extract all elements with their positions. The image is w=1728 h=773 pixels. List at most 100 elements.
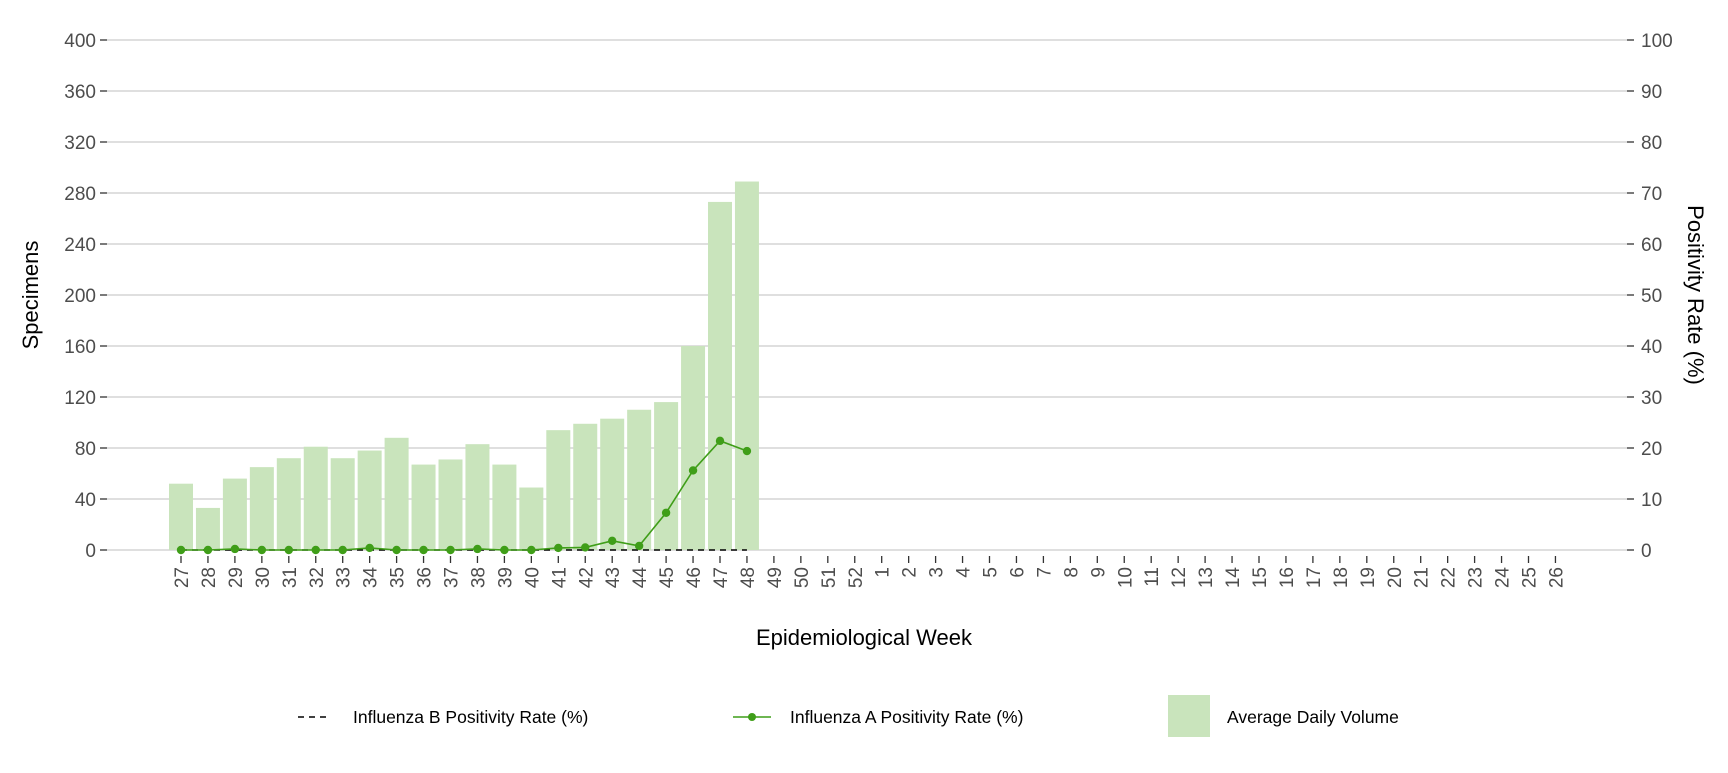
bar xyxy=(492,464,517,550)
lines xyxy=(176,436,752,555)
x-tick-label: 39 xyxy=(495,567,516,588)
x-tick-label: 8 xyxy=(1061,567,1082,578)
x-tick-label: 28 xyxy=(199,567,220,588)
y-tick-label: 320 xyxy=(64,133,96,154)
bar xyxy=(600,418,625,550)
y-tick-label: 240 xyxy=(64,235,96,256)
y-tick-label: 80 xyxy=(75,439,96,460)
influenza-a-point xyxy=(608,536,617,546)
influenza-a-point xyxy=(634,541,644,551)
bar xyxy=(249,467,274,550)
x-tick-label: 22 xyxy=(1439,567,1460,588)
x-tick-label: 38 xyxy=(468,567,489,588)
x-tick-label: 4 xyxy=(954,567,975,578)
legend-key-influenza-a-marker xyxy=(748,713,756,721)
y-right-tick-label: 50 xyxy=(1641,286,1662,307)
bar xyxy=(465,444,490,550)
influenza-a-point xyxy=(446,545,455,555)
bar xyxy=(708,201,732,551)
bar xyxy=(411,464,436,550)
legend-label-volume: Average Daily Volume xyxy=(1227,707,1399,727)
y-right-tick-label: 60 xyxy=(1641,235,1662,256)
x-tick-label: 6 xyxy=(1007,567,1028,578)
x-tick-label: 41 xyxy=(549,567,570,588)
influenza-a-point xyxy=(581,543,590,552)
y-right-tick-label: 20 xyxy=(1641,439,1662,460)
x-tick-label: 11 xyxy=(1142,567,1163,587)
y-axis-title: Specimens xyxy=(18,241,43,350)
legend-label-influenza-a: Influenza A Positivity Rate (%) xyxy=(790,707,1023,727)
bar xyxy=(357,450,382,550)
legend-label-influenza-b: Influenza B Positivity Rate (%) xyxy=(353,707,588,727)
y-right-tick-label: 30 xyxy=(1641,388,1662,409)
x-tick-label: 21 xyxy=(1412,567,1433,588)
influenza-a-point xyxy=(257,545,267,555)
x-tick-label: 2 xyxy=(900,567,921,578)
x-axis-title: Epidemiological Week xyxy=(756,625,973,650)
y-right-tick-label: 10 xyxy=(1641,490,1662,511)
x-tick-label: 1 xyxy=(873,567,894,578)
x-tick-label: 19 xyxy=(1358,567,1379,588)
bar xyxy=(438,459,463,550)
x-tick-label: 31 xyxy=(280,567,301,588)
x-tick-label: 15 xyxy=(1250,567,1271,588)
x-tick-label: 5 xyxy=(981,567,1002,578)
y-tick-label: 400 xyxy=(64,31,96,52)
x-tick-label: 25 xyxy=(1520,567,1541,588)
x-tick-label: 14 xyxy=(1223,567,1244,589)
bar xyxy=(519,487,544,550)
x-tick-label: 18 xyxy=(1331,567,1352,588)
bar xyxy=(276,458,301,550)
y-right-tick-label: 80 xyxy=(1641,133,1662,154)
y-right-tick-label: 70 xyxy=(1641,184,1662,205)
influenza-a-point xyxy=(230,544,240,554)
x-tick-label: 9 xyxy=(1088,567,1109,578)
influenza-a-point xyxy=(365,543,374,553)
influenza-a-point xyxy=(392,545,401,555)
x-tick-label: 36 xyxy=(415,567,436,588)
y-right-tick-label: 100 xyxy=(1641,31,1673,52)
bar xyxy=(195,507,220,550)
bar xyxy=(546,430,571,550)
x-tick-label: 37 xyxy=(442,567,463,588)
x-tick-label: 47 xyxy=(711,567,732,588)
y-right-tick-label: 40 xyxy=(1641,337,1662,358)
influenza-a-point xyxy=(554,543,563,553)
x-tick-label: 27 xyxy=(172,567,193,588)
x-tick-label: 46 xyxy=(684,567,705,588)
bar xyxy=(303,446,328,550)
right-axis-ticks: 0 10 20 30 40 50 60 70 80 90 100 xyxy=(1627,31,1673,562)
bar xyxy=(330,458,355,550)
influenza-a-point xyxy=(742,446,752,456)
x-tick-label: 13 xyxy=(1196,567,1217,588)
x-tick-label: 48 xyxy=(738,567,759,588)
x-tick-label: 40 xyxy=(522,567,543,588)
bars xyxy=(169,181,759,551)
influenza-a-point xyxy=(311,545,320,555)
x-tick-label: 52 xyxy=(846,567,867,588)
x-tick-label: 12 xyxy=(1169,567,1190,588)
y-tick-label: 40 xyxy=(75,490,96,511)
x-tick-label: 42 xyxy=(576,567,597,588)
x-tick-label: 24 xyxy=(1493,567,1514,589)
bar xyxy=(169,483,193,550)
influenza-a-point xyxy=(527,545,536,555)
x-tick-label: 16 xyxy=(1277,567,1298,588)
x-tick-label: 45 xyxy=(657,567,678,588)
bar xyxy=(654,402,679,550)
x-tick-label: 33 xyxy=(334,567,355,588)
x-tick-label: 3 xyxy=(927,567,948,578)
x-tick-label: 23 xyxy=(1466,567,1487,588)
influenza-a-point xyxy=(338,545,347,555)
bar xyxy=(681,346,706,550)
y-tick-label: 200 xyxy=(64,286,96,307)
y-tick-label: 360 xyxy=(64,82,96,103)
y-right-tick-label: 0 xyxy=(1641,541,1652,562)
y-tick-label: 120 xyxy=(64,388,96,409)
x-tick-label: 50 xyxy=(792,567,813,588)
legend-key-volume xyxy=(1168,695,1210,737)
x-tick-label: 35 xyxy=(388,567,409,588)
bar xyxy=(734,181,759,550)
x-tick-label: 44 xyxy=(630,567,651,589)
